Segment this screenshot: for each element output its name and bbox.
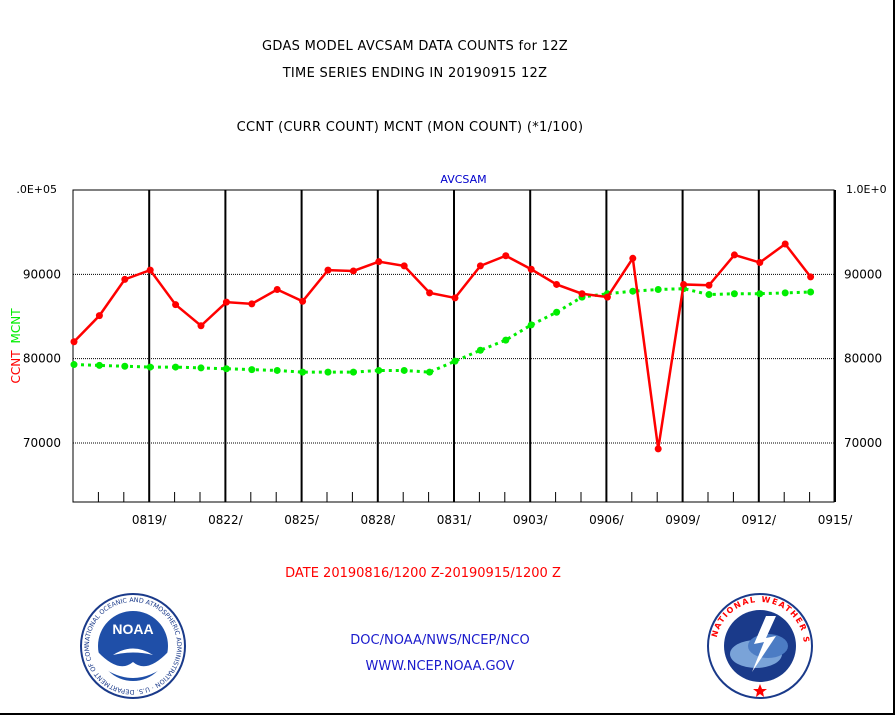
data-point-mcnt [222, 365, 230, 373]
y-axis-label-mcnt: MCNT [9, 308, 23, 344]
x-tick-label: 0822/ [208, 513, 244, 527]
data-point-mcnt [781, 289, 789, 297]
y-tick-label-left: 90000 [23, 267, 61, 281]
x-tick-label: 0912/ [742, 513, 778, 527]
data-point-ccnt [680, 280, 688, 288]
data-point-mcnt [705, 291, 713, 299]
y-tick-label-right: 70000 [844, 436, 882, 450]
series-description: CCNT (CURR COUNT) MCNT (MON COUNT) (*1/1… [236, 120, 584, 135]
y-tick-label-right: 90000 [844, 267, 882, 281]
series-line-mcnt [73, 287, 811, 374]
data-point-ccnt [781, 240, 789, 248]
data-point-mcnt [146, 363, 154, 371]
data-point-ccnt [172, 301, 180, 309]
data-point-mcnt [375, 366, 383, 374]
data-point-mcnt [324, 368, 332, 376]
data-point-mcnt [629, 287, 637, 295]
x-tick-label: 0819/ [132, 513, 168, 527]
data-point-mcnt [476, 346, 484, 354]
chart-subtitle: TIME SERIES ENDING IN 20190915 12Z [282, 66, 548, 81]
data-point-mcnt [527, 321, 535, 329]
noaa-logo: NOAA NATIONAL OCEANIC AND ATMOSPHERIC AD… [79, 592, 186, 699]
data-point-ccnt [502, 252, 510, 260]
data-point-mcnt [273, 366, 281, 374]
left-axis-top-label: .0E+05 [16, 183, 57, 196]
x-tick-label: 0915/ [818, 513, 854, 527]
x-tick-label: 0903/ [513, 513, 549, 527]
data-point-ccnt [197, 322, 205, 330]
data-point-mcnt [654, 286, 662, 294]
chart-title: GDAS MODEL AVCSAM DATA COUNTS for 12Z [262, 39, 568, 54]
data-point-mcnt [95, 361, 103, 369]
data-point-ccnt [705, 281, 713, 289]
data-point-mcnt [730, 290, 738, 298]
data-point-mcnt [426, 368, 434, 376]
x-tick-label: 0825/ [284, 513, 320, 527]
data-point-ccnt [756, 259, 764, 267]
data-point-mcnt [807, 288, 815, 296]
y-tick-label-left: 80000 [23, 352, 61, 366]
data-point-mcnt [121, 362, 129, 370]
data-point-ccnt [375, 258, 383, 266]
data-point-ccnt [578, 290, 586, 298]
data-point-mcnt [299, 368, 307, 376]
data-point-mcnt [172, 363, 180, 371]
data-point-ccnt [629, 254, 637, 262]
data-point-ccnt [451, 294, 459, 302]
data-point-ccnt [426, 289, 434, 297]
nws-logo: NATIONAL WEATHER SERVICE [706, 592, 813, 699]
data-point-ccnt [273, 286, 281, 294]
date-range-label: DATE 20190816/1200 Z-20190915/1200 Z [285, 566, 561, 581]
data-point-ccnt [299, 297, 307, 305]
noaa-logo-text: NOAA [112, 621, 153, 637]
y-tick-label-right: 80000 [844, 352, 882, 366]
data-point-mcnt [197, 364, 205, 372]
data-point-mcnt [553, 308, 561, 316]
data-point-ccnt [553, 280, 561, 288]
data-point-ccnt [654, 445, 662, 453]
y-tick-label-left: 70000 [23, 436, 61, 450]
data-point-ccnt [476, 262, 484, 270]
data-point-ccnt [527, 265, 535, 273]
data-point-ccnt [248, 300, 256, 308]
plot-title: AVCSAM [440, 173, 486, 186]
data-point-ccnt [146, 266, 154, 274]
x-tick-label: 0831/ [437, 513, 473, 527]
data-point-ccnt [603, 293, 611, 301]
data-point-mcnt [502, 336, 510, 344]
data-point-mcnt [349, 368, 357, 376]
credit-line: DOC/NOAA/NWS/NCEP/NCO [350, 633, 530, 648]
data-point-ccnt [222, 298, 230, 306]
x-tick-label: 0909/ [665, 513, 701, 527]
data-point-mcnt [400, 366, 408, 374]
data-point-mcnt [70, 361, 78, 369]
data-point-mcnt [451, 357, 459, 365]
data-point-ccnt [121, 275, 129, 283]
x-tick-label: 0906/ [589, 513, 625, 527]
data-point-ccnt [95, 312, 103, 320]
right-axis-top-label: 1.0E+0 [846, 183, 887, 196]
data-point-ccnt [807, 273, 815, 281]
y-axis-label-ccnt: CCNT [9, 350, 23, 384]
data-point-ccnt [70, 338, 78, 346]
data-point-mcnt [248, 366, 256, 374]
data-point-ccnt [400, 262, 408, 270]
data-point-ccnt [349, 267, 357, 275]
data-point-ccnt [324, 266, 332, 274]
series-line-ccnt [73, 242, 812, 450]
x-tick-label: 0828/ [361, 513, 397, 527]
data-point-ccnt [730, 251, 738, 259]
website-link[interactable]: WWW.NCEP.NOAA.GOV [365, 659, 515, 674]
data-point-mcnt [756, 290, 764, 298]
